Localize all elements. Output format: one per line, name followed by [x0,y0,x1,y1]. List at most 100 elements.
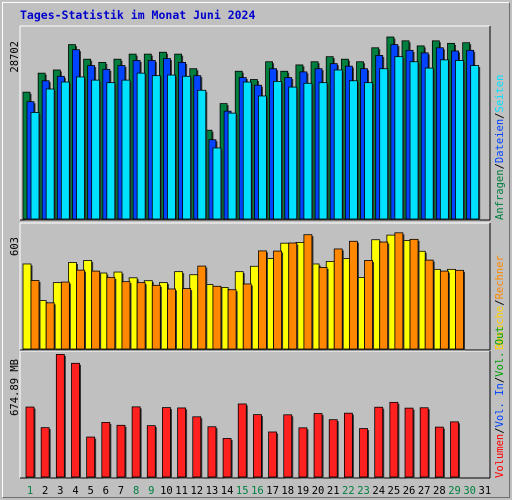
bar-rechner-day-1 [30,280,40,350]
bar-volumen-day-7 [116,424,126,478]
day-label-28: 28 [433,485,446,497]
bar-volumen-day-13 [207,426,217,478]
day-label-6: 6 [103,485,109,497]
bar-volumen-day-28 [434,426,444,478]
legend-entry--: / [494,377,506,383]
bar-rechner-day-7 [121,281,131,350]
bar-volumen-day-5 [86,436,96,478]
bar-volumen-day-22 [343,412,353,478]
bar-volumen-day-6 [101,422,111,478]
bar-rechner-day-22 [348,240,358,350]
bar-rechner-day-12 [197,265,207,350]
bar-rechner-day-17 [273,250,282,350]
day-label-18: 18 [281,485,294,497]
bar-rechner-day-9 [151,284,161,350]
day-label-29: 29 [448,485,461,497]
bar-seiten-day-25 [394,56,404,220]
bar-seiten-day-14 [227,112,237,220]
bar-rechner-day-16 [258,250,267,350]
day-label-11: 11 [175,485,188,497]
day-label-17: 17 [266,485,279,497]
bar-volumen-day-20 [313,413,323,478]
bar-rechner-day-8 [136,282,146,350]
day-label-24: 24 [372,485,385,497]
bar-rechner-day-3 [60,281,70,350]
bar-volumen-day-18 [283,414,293,478]
bar-rechner-day-4 [76,269,85,350]
side-legend-panel-2: Besuche/Rechner [494,255,506,350]
bar-seiten-day-19 [303,82,313,220]
day-label-22: 22 [342,485,355,497]
day-label-10: 10 [160,485,173,497]
day-label-19: 19 [297,485,310,497]
bar-seiten-day-13 [212,147,222,220]
bar-volumen-day-21 [328,419,338,478]
legend-entry-volumen: Volumen [494,434,506,478]
bar-rechner-day-24 [379,241,389,350]
legend-entry-anfragen: Anfragen [494,169,506,220]
bar-seiten-day-16 [258,95,267,220]
bar-seiten-day-29 [455,60,464,220]
bar-volumen-day-26 [404,407,414,478]
bar-volumen-day-24 [374,406,384,478]
day-label-15: 15 [236,485,249,497]
bar-seiten-day-1 [30,112,40,220]
bar-volumen-day-16 [253,414,262,478]
max-label-panel-1: 28702 [9,41,21,73]
bar-seiten-day-8 [136,72,146,220]
bar-seiten-day-4 [76,76,85,220]
bar-volumen-day-3 [55,354,65,478]
bar-rechner-day-11 [182,288,192,350]
legend-entry-dateien: Dateien [494,119,506,163]
bar-rechner-day-27 [424,259,434,350]
bar-seiten-day-15 [242,81,252,220]
bar-seiten-day-2 [45,88,55,220]
bar-seiten-day-27 [424,67,434,220]
bar-rechner-day-10 [167,288,176,350]
bar-seiten-day-3 [60,81,70,220]
bar-besuche-day-1 [22,263,32,350]
bar-rechner-day-20 [318,267,328,350]
bar-rechner-day-21 [333,248,343,350]
bar-volumen-day-19 [298,427,308,478]
day-label-20: 20 [312,485,325,497]
day-label-13: 13 [206,485,219,497]
bar-seiten-day-28 [439,59,449,220]
day-label-1: 1 [27,485,33,497]
legend-entry--: / [494,427,506,433]
bar-volumen-day-2 [40,427,50,478]
max-label-panel-3: 674.89 MB [9,359,21,416]
bar-volumen-day-10 [162,407,171,478]
bar-volumen-day-14 [222,438,232,478]
legend-entry-vol-out: Vol. Out [494,326,506,377]
bar-seiten-day-26 [409,61,419,220]
bar-seiten-day-22 [348,80,358,220]
day-label-16: 16 [251,485,264,497]
bar-seiten-day-6 [106,82,116,220]
day-label-7: 7 [118,485,124,497]
day-label-5: 5 [87,485,93,497]
bar-seiten-day-18 [288,86,298,220]
bar-rechner-day-6 [106,277,116,350]
side-legend-panel-1: Anfragen/Dateien/Seiten [494,75,506,220]
legend-entry-besuche: Besuche [494,306,506,350]
day-label-2: 2 [42,485,48,497]
max-label-panel-2: 603 [9,237,21,256]
bar-volumen-day-9 [146,425,156,478]
day-label-4: 4 [72,485,78,497]
day-label-27: 27 [418,485,431,497]
day-label-12: 12 [190,485,203,497]
bar-seiten-day-20 [318,82,328,220]
bar-volumen-day-25 [389,401,399,478]
bar-seiten-day-5 [91,79,101,220]
bar-volumen-day-17 [268,431,277,478]
day-label-21: 21 [327,485,340,497]
bar-volumen-day-11 [177,407,187,478]
bar-rechner-day-28 [439,270,449,350]
chart-title: Tages-Statistik im Monat Juni 2024 [20,8,255,22]
bar-rechner-day-26 [409,238,419,350]
bar-rechner-day-29 [455,269,464,350]
bar-seiten-day-12 [197,89,207,220]
day-label-26: 26 [403,485,416,497]
